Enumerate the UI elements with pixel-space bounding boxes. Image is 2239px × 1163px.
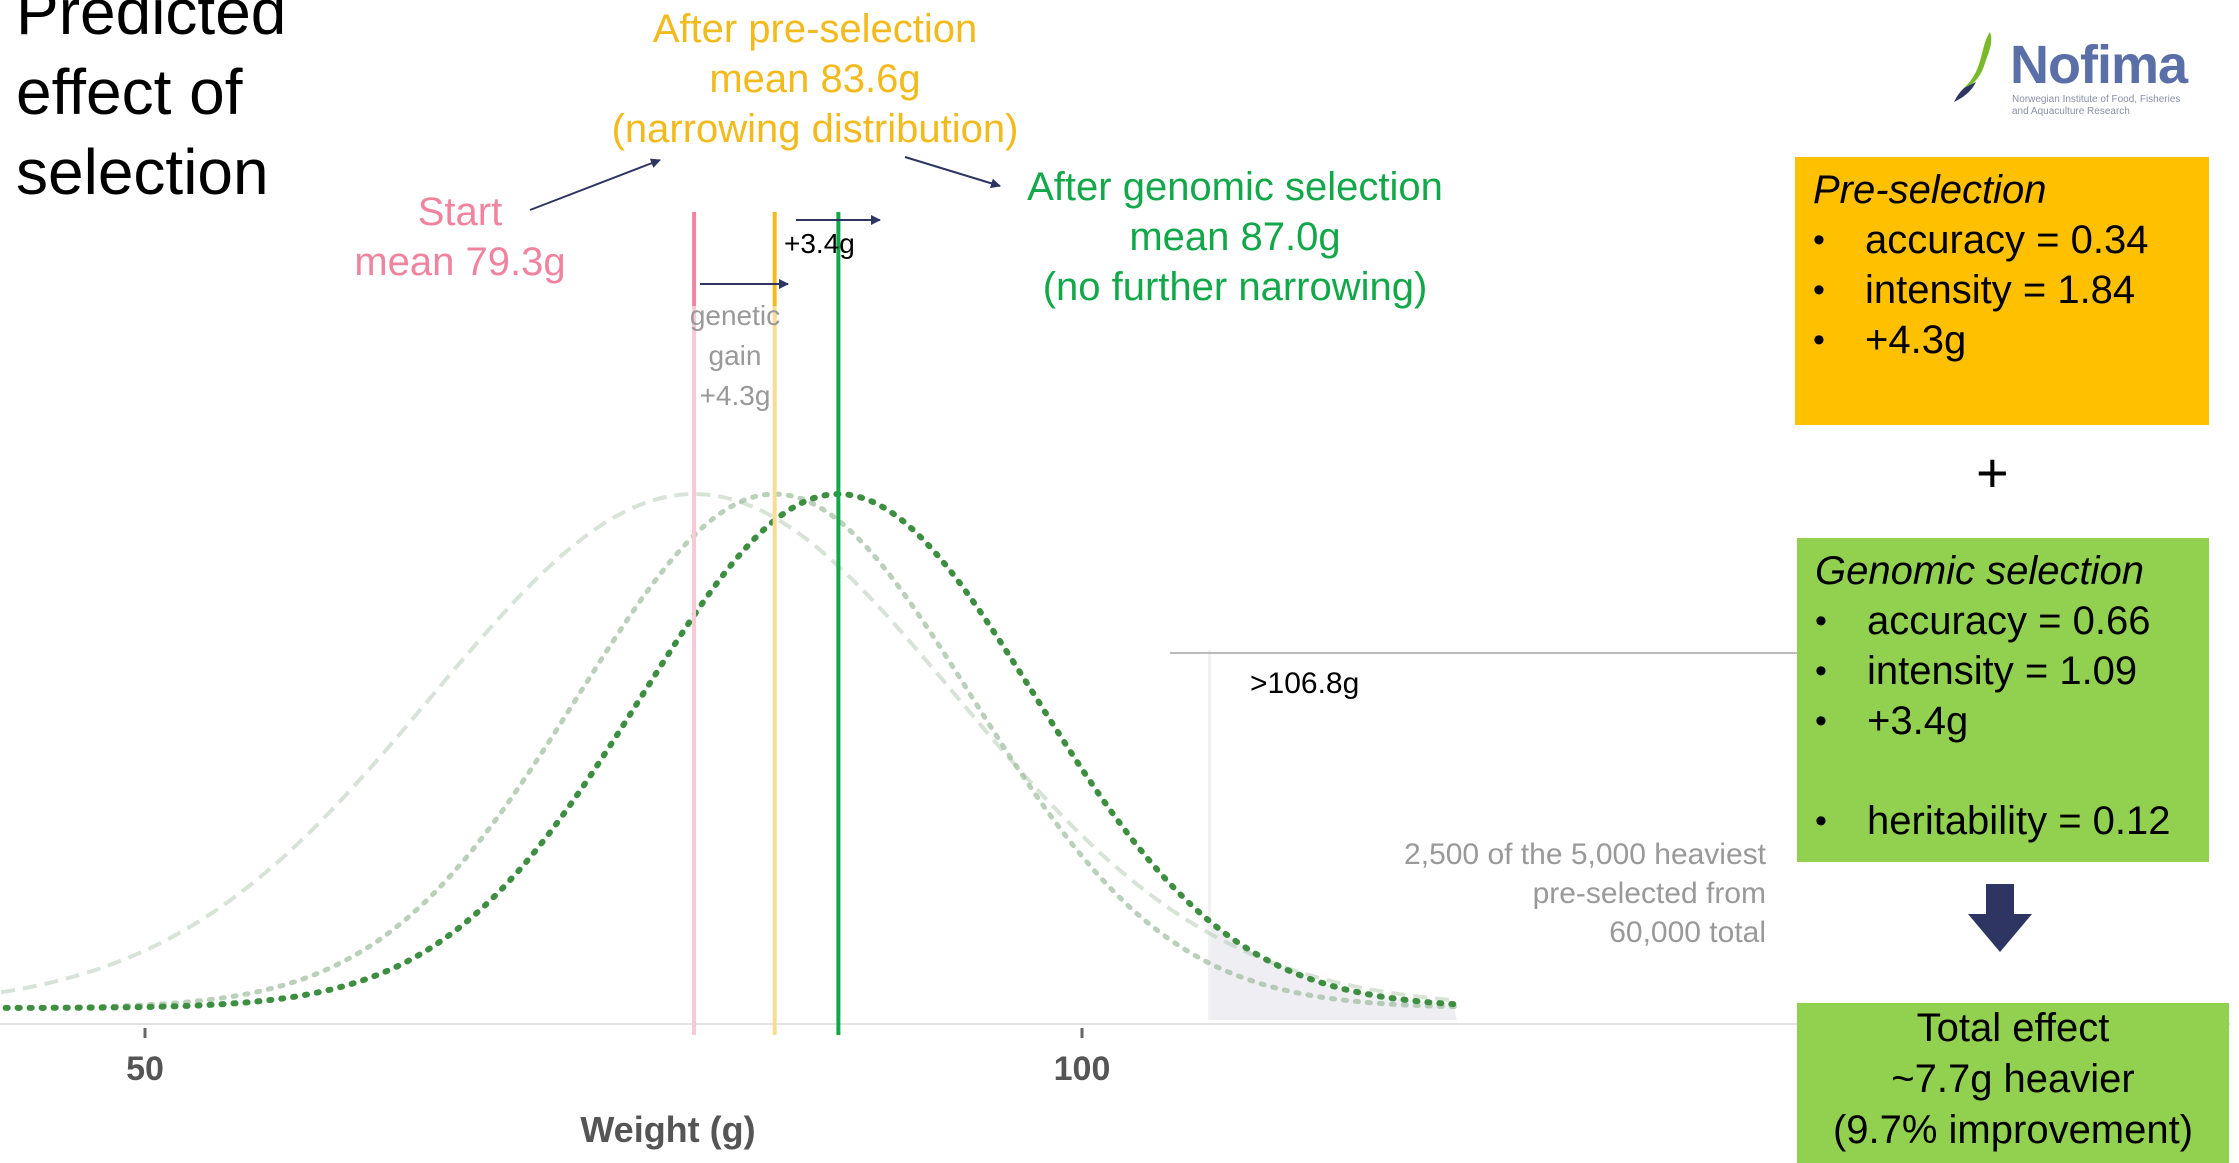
- logo-subtitle: Norwegian Institute of Food, Fisheries a…: [2012, 94, 2180, 118]
- genomic-intensity: intensity = 1.09: [1797, 646, 2209, 696]
- x-tick-label: 50: [126, 1050, 164, 1088]
- title-line-1: Predicted: [16, 0, 287, 48]
- selected-tail-area: [1207, 650, 1457, 1020]
- pre-selection-gain: +4.3g: [1795, 315, 2209, 365]
- genomic-mean: mean 87.0g: [1129, 215, 1341, 259]
- total-effect-title: Total effect: [1916, 1006, 2110, 1050]
- logo-word: Nofima: [2010, 35, 2188, 95]
- genetic-gain-line-1: genetic: [689, 300, 781, 331]
- selected-tail-shade: [1209, 921, 1457, 1020]
- tail-note-line-3: 60,000 total: [1609, 916, 1766, 949]
- slide-title: Predicted effect of selection: [16, 0, 316, 212]
- genomic-list: accuracy = 0.66 intensity = 1.09 +3.4g h…: [1797, 596, 2209, 846]
- density-curve-3: [0, 490, 1460, 1011]
- pre-selection-intensity: intensity = 1.84: [1795, 265, 2209, 315]
- total-effect-value: ~7.7g heavier: [1891, 1057, 2135, 1101]
- pre-selection-annotation: After pre-selection mean 83.6g (narrowin…: [570, 4, 1060, 154]
- density-curve-1: [0, 492, 1457, 1003]
- total-effect-box: Total effect ~7.7g heavier (9.7% improve…: [1797, 1003, 2229, 1163]
- second-gain-label: +3.4g: [784, 228, 855, 259]
- density-curve-2: [0, 491, 1460, 1011]
- pre-selection-box-title: Pre-selection: [1813, 168, 2047, 212]
- tail-note-line-2: pre-selected from: [1532, 877, 1766, 910]
- density-curves: [0, 490, 1460, 1011]
- title-line-3: selection: [16, 136, 269, 208]
- genomic-heritability: heritability = 0.12: [1797, 796, 2209, 846]
- down-arrow-icon: [1968, 884, 2032, 952]
- logo-subtitle-line-1: Norwegian Institute of Food, Fisheries: [2012, 94, 2181, 105]
- threshold-label: >106.8g: [1250, 667, 1360, 700]
- start-annotation: Start mean 79.3g: [330, 187, 590, 287]
- tail-note-line-1: 2,500 of the 5,000 heaviest: [1404, 838, 1766, 871]
- pre-selection-mean: mean 83.6g: [709, 57, 921, 101]
- total-effect-percent: (9.7% improvement): [1832, 1108, 2194, 1152]
- logo-swoosh-icon: [1954, 32, 1992, 102]
- genomic-note: (no further narrowing): [1042, 265, 1428, 309]
- pre-selection-note: (narrowing distribution): [611, 107, 1019, 151]
- pre-selection-list: accuracy = 0.34 intensity = 1.84 +4.3g: [1795, 215, 2209, 365]
- logo-subtitle-line-2: and Aquaculture Research: [2012, 106, 2130, 117]
- genomic-selection-box: Genomic selection accuracy = 0.66 intens…: [1797, 538, 2209, 862]
- genomic-gain: +3.4g: [1797, 696, 2209, 746]
- title-line-2: effect of: [16, 56, 243, 128]
- mean-lines: [692, 212, 841, 1035]
- pre-selection-box: Pre-selection accuracy = 0.34 intensity …: [1795, 157, 2209, 425]
- genetic-gain-line-2: gain: [708, 340, 762, 371]
- x-tick-label: 100: [1054, 1050, 1111, 1088]
- genomic-annotation: After genomic selection mean 87.0g (no f…: [1000, 162, 1470, 312]
- start-mean: mean 79.3g: [354, 240, 566, 284]
- genomic-accuracy: accuracy = 0.66: [1797, 596, 2209, 646]
- genomic-label: After genomic selection: [1027, 165, 1443, 209]
- tail-note: 2,500 of the 5,000 heaviest pre-selected…: [1260, 835, 1766, 952]
- nofima-logo: Nofima Norwegian Institute of Food, Fish…: [1950, 22, 2190, 122]
- x-axis-label: Weight (g): [580, 1109, 755, 1150]
- pre-selection-accuracy: accuracy = 0.34: [1795, 215, 2209, 265]
- genetic-gain-line-3: +4.3g: [699, 380, 771, 411]
- annotation-arrows: [529, 156, 2032, 952]
- pre-selection-label: After pre-selection: [652, 7, 978, 51]
- genomic-box-title: Genomic selection: [1815, 549, 2145, 593]
- start-to-pre-arrow: [529, 158, 661, 211]
- pre-to-genomic-arrow: [904, 156, 1001, 189]
- plus-sign: +: [1976, 441, 2009, 504]
- genetic-gain-annotation: genetic gain +4.3g: [680, 296, 790, 416]
- start-label: Start: [417, 190, 503, 234]
